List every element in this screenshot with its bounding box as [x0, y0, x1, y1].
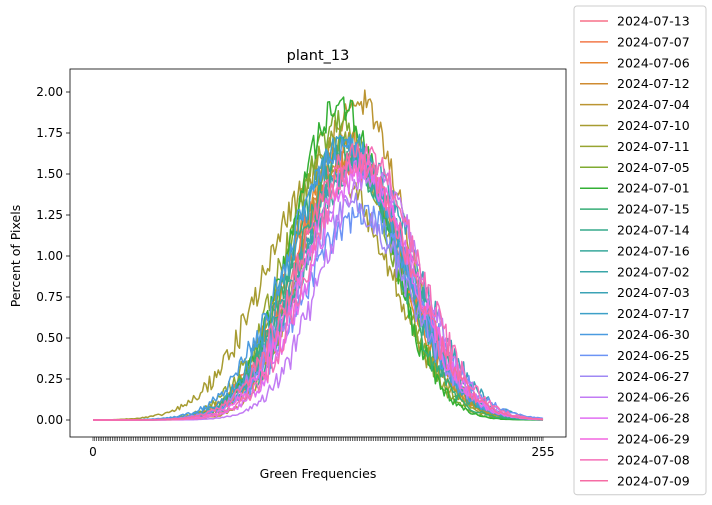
legend-label: 2024-07-04	[617, 97, 690, 112]
y-tick-label: 2.00	[36, 85, 63, 99]
series-layer	[93, 89, 544, 421]
legend-frame	[573, 5, 707, 496]
series-line	[93, 143, 544, 421]
legend-label: 2024-06-27	[617, 369, 690, 384]
x-tick-label: 0	[89, 445, 97, 459]
legend-label: 2024-07-14	[617, 223, 690, 238]
y-tick-label: 1.75	[36, 126, 63, 140]
legend: 2024-07-13 2024-07-07 2024-07-06 2024-07-12…	[573, 5, 707, 496]
legend-label: 2024-06-29	[617, 432, 690, 447]
y-tick-label: 1.50	[36, 167, 63, 181]
legend-label: 2024-07-10	[617, 118, 690, 133]
y-tick-label: 0.50	[36, 331, 63, 345]
legend-label: 2024-07-08	[617, 452, 690, 467]
legend-label: 2024-07-02	[617, 264, 690, 279]
legend-label: 2024-07-05	[617, 160, 690, 175]
legend-label: 2024-06-26	[617, 390, 690, 405]
legend-label: 2024-07-01	[617, 181, 690, 196]
chart-title: plant_13	[287, 48, 350, 64]
y-tick-label: 0.75	[36, 290, 63, 304]
legend-label: 2024-06-25	[617, 348, 690, 363]
legend-label: 2024-06-30	[617, 327, 690, 342]
legend-label: 2024-07-12	[617, 76, 690, 91]
legend-label: 2024-07-13	[617, 14, 690, 29]
legend-label: 2024-07-16	[617, 243, 690, 258]
plot-frame	[69, 68, 567, 438]
legend-label: 2024-07-06	[617, 55, 690, 70]
x-axis-label: Green Frequencies	[260, 466, 377, 481]
legend-label: 2024-07-17	[617, 306, 690, 321]
legend-label: 2024-06-28	[617, 411, 690, 426]
legend-label: 2024-07-15	[617, 202, 690, 217]
legend-label: 2024-07-07	[617, 34, 690, 49]
y-tick-label: 0.25	[36, 372, 63, 386]
y-axis-label: Percent of Pixels	[8, 205, 23, 307]
legend-label: 2024-07-09	[617, 473, 690, 488]
y-tick-label: 1.25	[36, 208, 63, 222]
x-tick-label: 255	[532, 445, 555, 459]
axes-layer: 0.00 0.25 0.50 0.75 1.00 1.25 1.50 1.75 2.00 0 255	[36, 68, 567, 459]
legend-label: 2024-07-03	[617, 285, 690, 300]
y-tick-label: 0.00	[36, 413, 63, 427]
y-tick-label: 1.00	[36, 249, 63, 263]
legend-label: 2024-07-11	[617, 139, 690, 154]
